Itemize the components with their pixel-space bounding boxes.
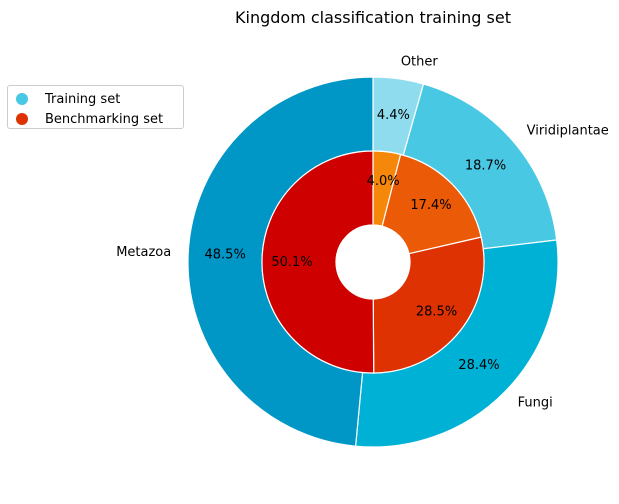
value-label-benchmarking-set-viridiplantae: 17.4% — [410, 198, 451, 213]
category-label-viridiplantae: Viridiplantae — [527, 123, 609, 138]
legend-marker-training-set — [16, 93, 28, 105]
category-label-fungi: Fungi — [518, 396, 553, 411]
value-label-training-set-fungi: 28.4% — [458, 358, 499, 373]
legend-item-training-set: Training set — [16, 90, 120, 108]
value-label-training-set-viridiplantae: 18.7% — [465, 158, 506, 173]
category-label-other: Other — [401, 54, 439, 69]
value-label-training-set-metazoa: 48.5% — [205, 248, 246, 263]
legend-item-benchmarking-set: Benchmarking set — [16, 110, 163, 128]
legend-marker-benchmarking-set — [16, 113, 28, 125]
value-label-training-set-other: 4.4% — [377, 108, 410, 123]
legend-label-training-set: Training set — [45, 91, 121, 107]
chart-labels: 4.4% Other 18.7% Viridiplantae 28.4% Fungi 48.… — [116, 54, 609, 410]
value-label-benchmarking-set-fungi: 28.5% — [416, 305, 457, 320]
slice-benchmarking-set-viridiplantae — [381, 153, 482, 255]
outer-ring-training-set — [187, 76, 559, 448]
slice-benchmarking-set-metazoa — [261, 150, 375, 374]
legend-label-benchmarking-set: Benchmarking set — [45, 111, 164, 127]
category-label-metazoa: Metazoa — [116, 245, 171, 260]
slice-benchmarking-set-fungi — [372, 236, 485, 374]
chart-title: Kingdom classification training set — [235, 8, 511, 27]
value-label-benchmarking-set-other: 4.0% — [367, 174, 400, 189]
value-label-benchmarking-set-metazoa: 50.1% — [271, 255, 312, 270]
inner-ring-benchmarking-set — [261, 150, 485, 374]
legend: Training set Benchmarking set — [7, 85, 184, 129]
